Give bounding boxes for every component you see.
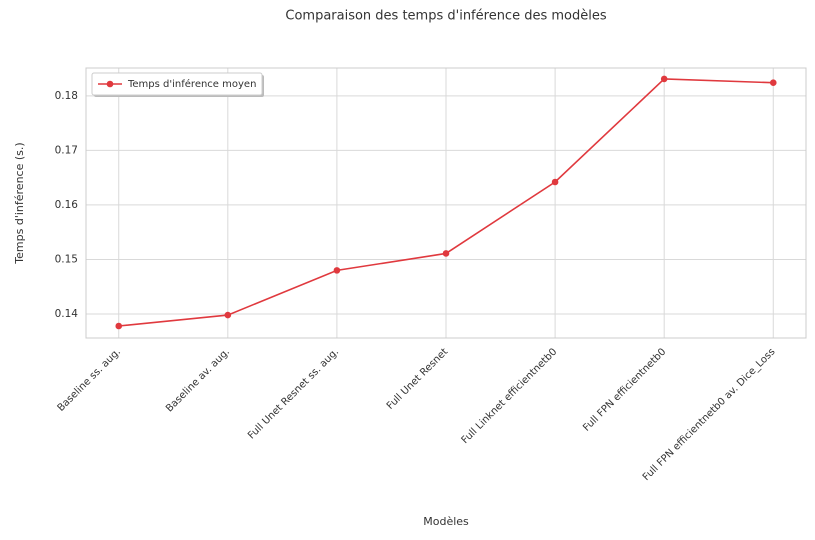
legend-marker [106,80,114,88]
x-tick-label: Full Linknet efficientnetb0 [460,346,560,446]
marker [442,250,450,257]
x-tick-label: Full FPN efficientnetb0 [581,346,668,433]
y-tick-label: 0.16 [55,199,79,211]
x-tick-label: Full FPN efficientnetb0 av. Dice_Loss [641,346,778,483]
x-axis-label: Modèles [423,515,469,528]
y-tick-label: 0.17 [55,144,78,156]
x-tick-label: Full Unet Resnet [385,346,450,411]
marker [769,79,777,87]
y-tick-label: 0.15 [55,253,78,265]
chart-title: Comparaison des temps d'inférence des mo… [285,9,606,24]
legend-label: Temps d'inférence moyen [127,78,256,90]
marker [115,322,123,330]
y-tick-label: 0.18 [55,90,78,102]
marker [551,178,559,186]
x-tick-label: Baseline av. aug. [164,346,232,414]
marker [660,75,668,83]
x-tick-label: Full Unet Resnet ss. aug. [246,346,341,441]
y-axis-label: Temps d'inférence (s.) [13,142,26,264]
legend-box [91,72,263,96]
marker [333,267,341,274]
x-tick-label: Baseline ss. aug. [56,346,123,413]
y-tick-label: 0.14 [55,308,79,320]
marker [224,311,232,319]
plot-frame [85,67,807,339]
